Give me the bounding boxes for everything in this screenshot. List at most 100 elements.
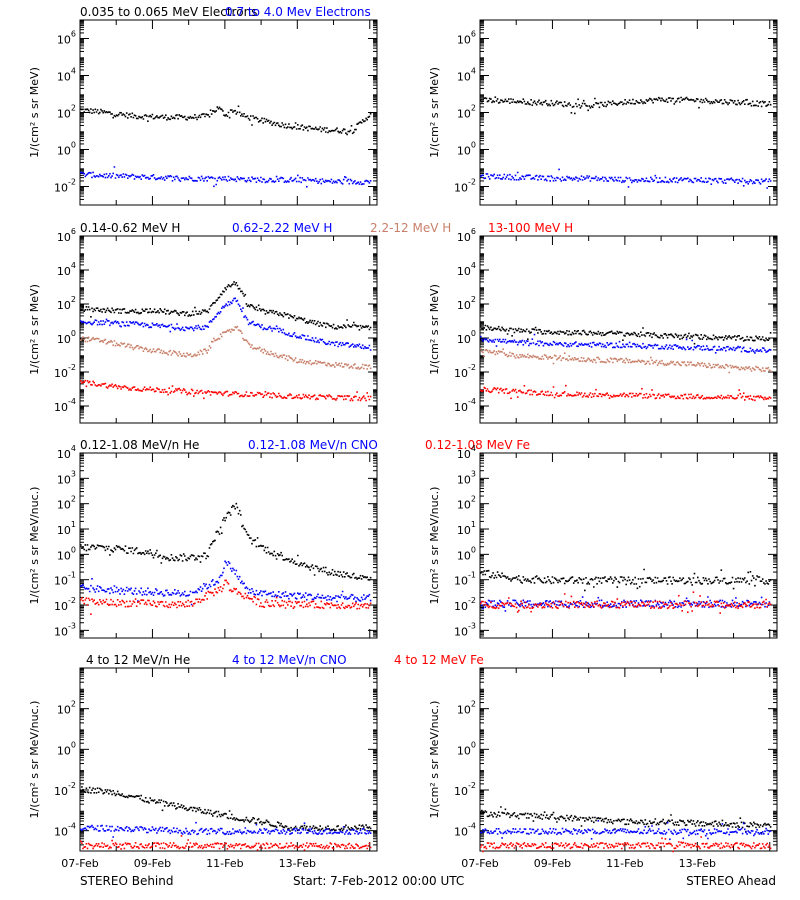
x-tick-label: 09-Feb bbox=[534, 857, 571, 870]
y-tick-label: 10-3 bbox=[454, 621, 476, 638]
series-4-to-12-mev-fe bbox=[80, 835, 372, 851]
plot-frame bbox=[79, 452, 378, 639]
y-tick-label: 10-4 bbox=[54, 397, 76, 414]
series-0-7-to-4-0-mev-electrons bbox=[80, 166, 372, 188]
y-tick-label: 100 bbox=[57, 740, 76, 757]
y-tick-label: 10-2 bbox=[54, 781, 76, 798]
series-points bbox=[480, 568, 772, 592]
y-tick-label: 102 bbox=[457, 104, 476, 121]
y-tick-label: 10-2 bbox=[54, 363, 76, 380]
series-points bbox=[80, 786, 372, 832]
y-tick-label: 100 bbox=[457, 329, 476, 346]
series-0-12-1-08-mev-n-cno bbox=[80, 560, 372, 606]
series-0-12-1-08-mev-n-cno bbox=[480, 596, 772, 612]
footer-left-label: STEREO Behind bbox=[80, 874, 174, 888]
series-points bbox=[80, 325, 372, 370]
legend-0-12-1-08-mev-n-he: 0.12-1.08 MeV/n He bbox=[80, 438, 199, 452]
panel-grid: 10-2 100 102 104 106 1/(cm² s sr MeV) 0.035 to… bbox=[28, 5, 778, 870]
series-0-14-0-62-mev-h bbox=[480, 324, 772, 345]
y-tick-label: 100 bbox=[57, 545, 76, 562]
series-2-2-12-mev-h bbox=[80, 325, 372, 370]
series-points bbox=[80, 579, 372, 615]
series-13-100-mev-h bbox=[80, 379, 372, 402]
y-tick-label: 106 bbox=[57, 227, 76, 244]
y-tick-label: 104 bbox=[457, 67, 476, 84]
series-0-035-to-0-065-mev-electrons bbox=[80, 105, 372, 136]
y-tick-label: 10-2 bbox=[454, 363, 476, 380]
y-tick-label: 100 bbox=[457, 545, 476, 562]
y-axis-label: 1/(cm² s sr MeV/nuc.) bbox=[428, 487, 441, 605]
y-tick-label: 10-2 bbox=[454, 596, 476, 613]
series-points bbox=[480, 806, 772, 834]
series-0-14-0-62-mev-h bbox=[80, 281, 372, 331]
panel-2-behind: 10-4 10-2 100 102 104 106 1/(cm² s sr MeV) 0.14… bbox=[28, 221, 573, 424]
series-points bbox=[480, 836, 772, 853]
y-axis-label: 1/(cm² s sr MeV) bbox=[28, 284, 41, 375]
footer-right-label: STEREO Ahead bbox=[686, 874, 776, 888]
series-0-035-to-0-065-mev-electrons bbox=[480, 96, 772, 115]
legend-2-2-12-mev-h: 2.2-12 MeV H bbox=[370, 221, 451, 235]
y-tick-label: 102 bbox=[457, 295, 476, 312]
panel-3-behind: 10-3 10-2 10-1 100 101 102 103 104 1/(cm² s sr M… bbox=[28, 438, 530, 639]
series-0-62-2-22-mev-h bbox=[80, 297, 372, 351]
y-tick-label: 106 bbox=[457, 30, 476, 47]
legend-0-62-2-22-mev-h: 0.62-2.22 MeV H bbox=[232, 221, 332, 235]
x-tick-label: 13-Feb bbox=[279, 857, 316, 870]
y-tick-label: 100 bbox=[457, 740, 476, 757]
y-tick-label: 10-4 bbox=[454, 822, 476, 839]
plot-frame bbox=[79, 667, 378, 852]
x-tick-label: 13-Feb bbox=[679, 857, 716, 870]
x-tick-label: 07-Feb bbox=[461, 857, 498, 870]
series-0-12-1-08-mev-n-he bbox=[480, 568, 772, 592]
series-4-to-12-mev-n-cno bbox=[480, 820, 772, 841]
series-points bbox=[480, 820, 772, 841]
series-13-100-mev-h bbox=[480, 384, 772, 402]
legend-4-to-12-mev-fe: 4 to 12 MeV Fe bbox=[394, 653, 484, 667]
y-axis-label: 1/(cm² s sr MeV) bbox=[428, 284, 441, 375]
y-tick-label: 10-4 bbox=[454, 397, 476, 414]
plot-frame bbox=[479, 19, 778, 206]
series-points bbox=[480, 596, 772, 612]
series-points bbox=[80, 835, 372, 851]
y-tick-label: 100 bbox=[57, 329, 76, 346]
plot-frame bbox=[479, 452, 778, 639]
y-tick-label: 106 bbox=[57, 30, 76, 47]
y-axis-label: 1/(cm² s sr MeV) bbox=[428, 67, 441, 158]
y-tick-label: 10-2 bbox=[454, 781, 476, 798]
panel-4-behind: 10-4 10-2 100 102 07-Feb 09-Feb 11-Feb 13-Feb 1/… bbox=[28, 653, 484, 870]
series-points bbox=[80, 281, 372, 331]
y-tick-label: 100 bbox=[57, 141, 76, 158]
series-points bbox=[480, 168, 772, 189]
y-tick-label: 103 bbox=[457, 469, 476, 486]
y-tick-label: 102 bbox=[457, 700, 476, 717]
y-tick-label: 104 bbox=[57, 67, 76, 84]
panel-4-ahead: 10-4 10-2 100 102 07-Feb 09-Feb 11-Feb 13-Feb 1/… bbox=[428, 667, 778, 870]
plot-frame bbox=[79, 235, 378, 424]
series-points bbox=[480, 348, 772, 374]
series-points bbox=[480, 324, 772, 345]
series-4-to-12-mev-fe bbox=[480, 836, 772, 853]
series-0-62-2-22-mev-h bbox=[480, 333, 772, 354]
series-4-to-12-mev-n-he bbox=[80, 786, 372, 832]
y-axis-label: 1/(cm² s sr MeV/nuc.) bbox=[28, 701, 41, 819]
y-tick-label: 104 bbox=[457, 261, 476, 278]
legend-0-035-to-0-065-mev-electrons: 0.035 to 0.065 MeV Electrons bbox=[80, 5, 257, 19]
y-axis-label: 1/(cm² s sr MeV/nuc.) bbox=[428, 701, 441, 819]
legend-4-to-12-mev-n-cno: 4 to 12 MeV/n CNO bbox=[232, 653, 347, 667]
series-points bbox=[480, 96, 772, 115]
series-points bbox=[80, 560, 372, 606]
series-points bbox=[80, 297, 372, 351]
y-tick-label: 10-4 bbox=[54, 822, 76, 839]
legend-0-12-1-08-mev-n-cno: 0.12-1.08 MeV/n CNO bbox=[248, 438, 378, 452]
x-tick-label: 07-Feb bbox=[61, 857, 98, 870]
y-tick-label: 103 bbox=[57, 469, 76, 486]
y-tick-label: 106 bbox=[457, 227, 476, 244]
y-tick-label: 10-2 bbox=[54, 178, 76, 195]
series-points bbox=[80, 502, 372, 581]
y-tick-label: 102 bbox=[57, 700, 76, 717]
panel-1-behind: 10-2 100 102 104 106 1/(cm² s sr MeV) 0.035 to… bbox=[28, 5, 378, 206]
legend-0-14-0-62-mev-h: 0.14-0.62 MeV H bbox=[80, 221, 180, 235]
x-tick-label: 11-Feb bbox=[206, 857, 243, 870]
